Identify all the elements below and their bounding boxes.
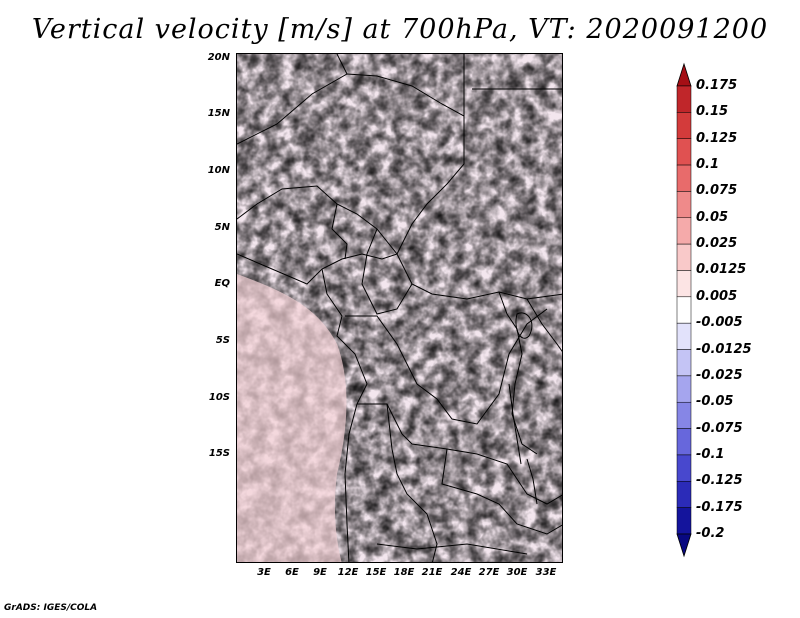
colorbar-level-label: -0.075 (696, 420, 743, 436)
colorbar-level-label: -0.05 (696, 394, 734, 410)
colorbar-segment (676, 112, 692, 139)
lat-label-15s: 15S (208, 448, 230, 459)
colorbar-segment (676, 85, 692, 113)
colorbar-segment (676, 507, 692, 535)
lon-label-24e: 24E (450, 567, 472, 578)
lakes (508, 312, 538, 505)
colorbar-segment (676, 349, 692, 377)
colorbar-bottom-triangle (676, 533, 692, 558)
lon-label-15e: 15E (365, 567, 387, 578)
colorbar-level-label: -0.005 (696, 315, 743, 331)
colorbar-level-label: -0.1 (696, 446, 725, 462)
lon-label-18e: 18E (393, 567, 415, 578)
colorbar-segment (676, 164, 692, 192)
colorbar-level-label: 0.075 (696, 183, 738, 199)
colorbar-level-label: 0.005 (696, 288, 738, 304)
colorbar-segment (676, 375, 692, 403)
country-borders (237, 54, 562, 562)
lon-label-21e: 21E (421, 567, 443, 578)
lat-label-5s: 5S (215, 335, 230, 346)
lat-label-15n: 15N (207, 108, 230, 119)
colorbar-segment (676, 454, 692, 482)
map-canvas (237, 54, 562, 562)
lon-label-3e: 3E (257, 567, 271, 578)
lon-label-12e: 12E (337, 567, 359, 578)
colorbar-level-label: 0.025 (696, 236, 738, 252)
colorbar-level-label: -0.125 (696, 473, 743, 489)
lon-label-30e: 30E (506, 567, 528, 578)
ocean-smooth-area (237, 274, 347, 562)
lat-label-10s: 10S (208, 392, 230, 403)
colorbar-level-label: -0.2 (696, 526, 725, 541)
lat-label-5n: 5N (214, 222, 230, 233)
colorbar-segment (676, 481, 692, 508)
colorbar-level-label: 0.125 (696, 130, 738, 146)
colorbar-top-triangle (676, 62, 692, 87)
colorbar-level-label: 0.1 (696, 157, 720, 173)
lat-label-20n: 20N (207, 52, 230, 63)
colorbar-segment (676, 322, 692, 350)
colorbar-segment (676, 138, 692, 166)
colorbar-segment (676, 401, 692, 429)
colorbar-level-label: 0.175 (696, 78, 738, 93)
grads-credit: GrADS: IGES/COLA (4, 603, 98, 613)
lat-label-10n: 10N (207, 165, 230, 176)
colorbar-level-label: 0.15 (696, 104, 729, 120)
lon-label-6e: 6E (285, 567, 299, 578)
lon-label-33e: 33E (535, 567, 557, 578)
map-title: Vertical velocity [m/s] at 700hPa, VT: 2… (31, 14, 769, 45)
map-plot-area (236, 53, 563, 563)
colorbar-segment (676, 243, 692, 271)
colorbar-segment (676, 270, 692, 298)
colorbar-segment (676, 217, 692, 245)
colorbar-segment (676, 191, 692, 219)
colorbar-level-label: -0.025 (696, 367, 743, 383)
colorbar-level-label: 0.0125 (696, 262, 747, 278)
colorbar-level-label: -0.175 (696, 499, 743, 515)
colorbar-segments (676, 62, 692, 558)
colorbar-level-label: 0.05 (696, 209, 729, 225)
colorbar-segment (676, 428, 692, 456)
lon-label-9e: 9E (313, 567, 327, 578)
lon-label-27e: 27E (478, 567, 500, 578)
lat-label-eq: EQ (214, 278, 230, 289)
colorbar-segment (676, 296, 692, 324)
colorbar (676, 62, 692, 558)
colorbar-level-label: -0.0125 (696, 341, 752, 357)
